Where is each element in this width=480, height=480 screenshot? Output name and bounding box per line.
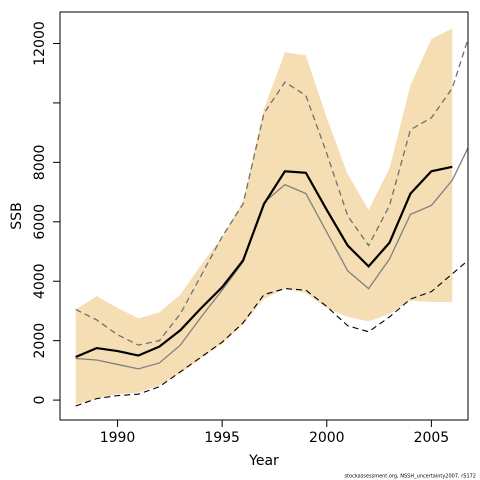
y-tick-label: 8000 — [32, 145, 48, 181]
x-tick-label: 2005 — [414, 430, 450, 446]
y-tick-label: 4000 — [32, 263, 48, 299]
plot-area — [75, 28, 468, 407]
line-series — [75, 259, 468, 407]
footnote: stockassessment.org, NSSH_uncertainty200… — [344, 474, 476, 480]
y-tick-label: 2000 — [32, 323, 48, 359]
y-axis-label: SSB — [9, 202, 25, 229]
x-tick-label: 2000 — [309, 430, 345, 446]
plot-frame — [59, 11, 469, 421]
line-series — [75, 36, 468, 346]
x-axis-label: Year — [248, 453, 279, 469]
y-tick-label: 12000 — [32, 21, 48, 66]
x-tick-label: 1995 — [204, 430, 240, 446]
line-series — [75, 165, 453, 359]
line-series — [75, 146, 468, 370]
confidence-band — [75, 28, 453, 405]
y-tick-label: 6000 — [32, 204, 48, 240]
y-tick-label: 0 — [32, 396, 48, 405]
x-tick-label: 1990 — [100, 430, 136, 446]
